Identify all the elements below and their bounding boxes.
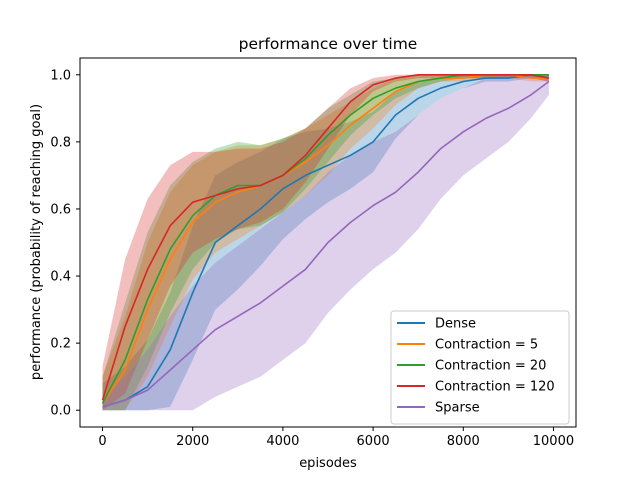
- band-4: [102, 74, 549, 411]
- confidence-bands: [102, 74, 549, 411]
- band-0: [102, 74, 549, 411]
- legend-box: [390, 310, 570, 425]
- series-line-3: [101, 74, 550, 401]
- x-tick-label: 10000: [533, 434, 574, 449]
- series-lines: [101, 74, 550, 408]
- series-line-1: [101, 74, 549, 404]
- chart-title: performance over time: [239, 35, 418, 53]
- y-tick-label: 0.8: [50, 135, 71, 150]
- band-3: [102, 74, 549, 411]
- legend-label: Contraction = 20: [435, 359, 546, 374]
- y-tick-label: 0.2: [50, 337, 71, 352]
- legend-label: Sparse: [435, 401, 480, 416]
- plot-frame: [79, 57, 577, 428]
- band-1: [102, 74, 549, 411]
- x-tick-label: 2000: [176, 434, 209, 449]
- x-tick-label: 6000: [357, 434, 390, 449]
- y-tick-label: 0.0: [50, 404, 71, 419]
- legend-label: Contraction = 5: [435, 338, 538, 353]
- legend: Dense Contraction = 5 Contraction = 20 Cont…: [390, 310, 570, 425]
- x-tick-label: 4000: [266, 434, 299, 449]
- x-tick-label: 0: [98, 434, 106, 449]
- legend-label: Contraction = 120: [435, 380, 555, 395]
- series-line-0: [102, 74, 550, 408]
- x-tick-label: 8000: [447, 434, 480, 449]
- legend-label: Dense: [435, 317, 476, 332]
- y-tick-label: 0.6: [50, 202, 71, 217]
- x-axis: 0 2000 4000 6000 8000 10000: [98, 427, 574, 449]
- band-2: [102, 74, 549, 411]
- y-tick-label: 0.4: [50, 270, 71, 285]
- y-axis-title: performance (probability of reaching goa…: [29, 104, 44, 380]
- y-tick-label: 1.0: [50, 68, 71, 83]
- x-axis-title: episodes: [299, 456, 357, 471]
- series-line-4: [102, 80, 550, 408]
- y-axis: 0.0 0.2 0.4 0.6 0.8 1.0: [50, 68, 80, 419]
